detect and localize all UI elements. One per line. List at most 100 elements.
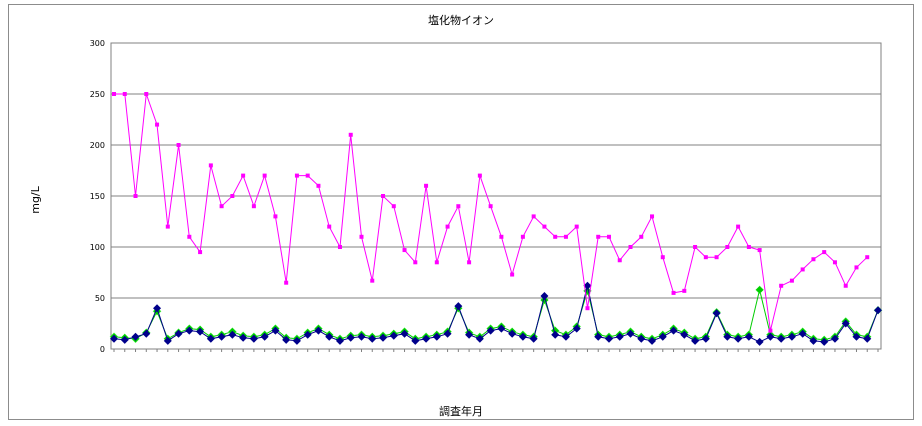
data-point [531,214,536,219]
data-point [682,288,687,293]
data-point [744,332,753,341]
data-point [648,336,657,345]
data-point [508,329,517,338]
data-point [510,272,515,277]
data-point [617,258,622,263]
data-point [432,332,441,341]
data-point [314,326,323,335]
y-axis-ticks: 0 50 100 150 200 250 300 [90,39,105,354]
y-tick-label: 50 [95,294,105,303]
data-point [445,224,450,229]
data-point [402,248,407,253]
data-point [316,183,321,188]
data-point [251,204,256,209]
data-point [734,334,743,343]
data-point [422,334,431,343]
data-point [185,326,194,335]
data-point [413,260,418,265]
data-point [228,330,237,339]
data-point [680,330,689,339]
data-point [725,245,730,249]
data-point [262,173,267,178]
y-tick-label: 100 [90,243,105,252]
series-0 [112,92,870,333]
data-point [693,245,698,249]
data-point [542,224,547,229]
data-point [477,173,482,178]
data-point [561,332,570,341]
data-point [357,332,366,341]
data-point [120,335,129,344]
data-point [671,290,676,295]
data-point [701,334,710,343]
data-point [529,334,538,343]
data-point [658,332,667,341]
data-point [239,333,248,342]
data-point [863,334,872,343]
data-point [583,281,592,290]
data-point [691,336,700,345]
data-point [822,250,827,255]
data-point [551,330,560,339]
data-point [585,306,590,311]
data-point [852,332,861,341]
data-point [626,329,635,338]
data-point [518,332,527,341]
data-point [131,332,140,341]
data-point [381,194,386,198]
data-point [650,214,655,219]
data-point [133,194,138,198]
data-point [779,283,784,288]
data-point [110,334,118,343]
data-point [830,334,839,343]
data-point [142,329,151,338]
y-axis-label: mg/L [29,185,42,213]
y-tick-label: 250 [90,90,105,99]
data-point [669,326,678,335]
series-line-1 [113,285,879,343]
data-point [606,234,611,239]
data-point [411,336,420,345]
data-point [746,245,751,249]
data-point [327,224,332,229]
data-point [294,173,299,178]
data-point [292,336,301,345]
data-point [497,324,506,333]
data-point [144,92,149,96]
data-point [122,92,127,96]
data-point [198,250,203,255]
data-point [553,234,558,239]
data-point [798,329,807,338]
data-point [196,327,205,336]
data-point [370,278,375,283]
data-point [596,234,601,239]
data-point [368,334,377,343]
series-layer [109,92,883,346]
data-point [389,331,398,340]
data-point [520,234,525,239]
data-point [337,245,342,249]
data-point [757,248,762,253]
data-point [714,255,719,260]
x-axis-label: 調査年月 [439,404,483,418]
chart-title: 塩化物イオン [428,13,494,27]
data-point [271,326,280,335]
data-point [723,332,732,341]
series-2 [109,285,883,345]
data-point [163,336,172,345]
data-point [637,334,646,343]
series-line-0 [114,93,868,331]
data-point [219,204,224,209]
data-point [499,234,504,239]
data-point [174,329,183,338]
data-point [346,333,355,342]
data-point [843,283,848,288]
data-point [574,224,579,229]
data-point [488,204,493,209]
data-point [820,337,829,346]
data-point [615,332,624,341]
data-point [639,234,644,239]
data-point [660,255,665,260]
data-point [112,92,116,96]
data-point [348,132,353,137]
